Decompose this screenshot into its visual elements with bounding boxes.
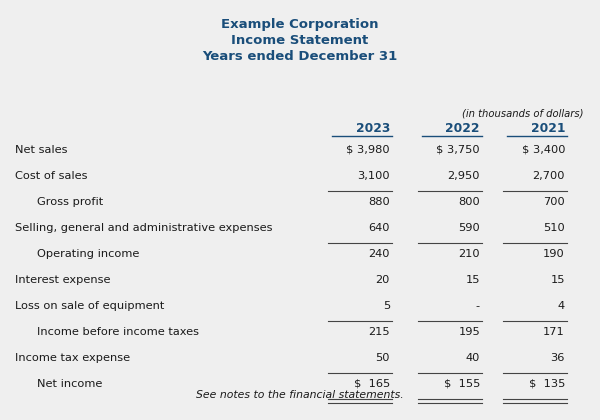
Text: Net sales: Net sales bbox=[15, 145, 67, 155]
Text: 15: 15 bbox=[466, 275, 480, 285]
Text: 240: 240 bbox=[368, 249, 390, 259]
Text: 2021: 2021 bbox=[530, 122, 565, 135]
Text: 3,100: 3,100 bbox=[358, 171, 390, 181]
Text: 640: 640 bbox=[368, 223, 390, 233]
Text: 40: 40 bbox=[466, 353, 480, 363]
Text: Years ended December 31: Years ended December 31 bbox=[202, 50, 398, 63]
Text: Income tax expense: Income tax expense bbox=[15, 353, 130, 363]
Text: $  135: $ 135 bbox=[529, 379, 565, 389]
Text: Operating income: Operating income bbox=[37, 249, 139, 259]
Text: 210: 210 bbox=[458, 249, 480, 259]
Text: Cost of sales: Cost of sales bbox=[15, 171, 88, 181]
Text: See notes to the financial statements.: See notes to the financial statements. bbox=[196, 390, 404, 400]
Text: 20: 20 bbox=[376, 275, 390, 285]
Text: Interest expense: Interest expense bbox=[15, 275, 110, 285]
Text: 880: 880 bbox=[368, 197, 390, 207]
Text: Income Statement: Income Statement bbox=[232, 34, 368, 47]
Text: 36: 36 bbox=[551, 353, 565, 363]
Text: Loss on sale of equipment: Loss on sale of equipment bbox=[15, 301, 164, 311]
Text: 15: 15 bbox=[551, 275, 565, 285]
Text: 2,950: 2,950 bbox=[448, 171, 480, 181]
Text: 5: 5 bbox=[383, 301, 390, 311]
Text: 2022: 2022 bbox=[445, 122, 480, 135]
Text: 195: 195 bbox=[458, 327, 480, 337]
Text: 4: 4 bbox=[558, 301, 565, 311]
Text: 800: 800 bbox=[458, 197, 480, 207]
Text: $ 3,400: $ 3,400 bbox=[521, 145, 565, 155]
Text: Selling, general and administrative expenses: Selling, general and administrative expe… bbox=[15, 223, 272, 233]
Text: 50: 50 bbox=[376, 353, 390, 363]
Text: 510: 510 bbox=[543, 223, 565, 233]
Text: 590: 590 bbox=[458, 223, 480, 233]
Text: Net income: Net income bbox=[37, 379, 103, 389]
Text: 2023: 2023 bbox=[356, 122, 390, 135]
Text: Gross profit: Gross profit bbox=[37, 197, 103, 207]
Text: 2,700: 2,700 bbox=[533, 171, 565, 181]
Text: 215: 215 bbox=[368, 327, 390, 337]
Text: Income before income taxes: Income before income taxes bbox=[37, 327, 199, 337]
Text: $ 3,750: $ 3,750 bbox=[436, 145, 480, 155]
Text: (in thousands of dollars): (in thousands of dollars) bbox=[461, 108, 583, 118]
Text: $ 3,980: $ 3,980 bbox=[346, 145, 390, 155]
Text: 700: 700 bbox=[543, 197, 565, 207]
Text: $  155: $ 155 bbox=[443, 379, 480, 389]
Text: $  165: $ 165 bbox=[354, 379, 390, 389]
Text: -: - bbox=[476, 301, 480, 311]
Text: Example Corporation: Example Corporation bbox=[221, 18, 379, 31]
Text: 171: 171 bbox=[543, 327, 565, 337]
Text: 190: 190 bbox=[543, 249, 565, 259]
